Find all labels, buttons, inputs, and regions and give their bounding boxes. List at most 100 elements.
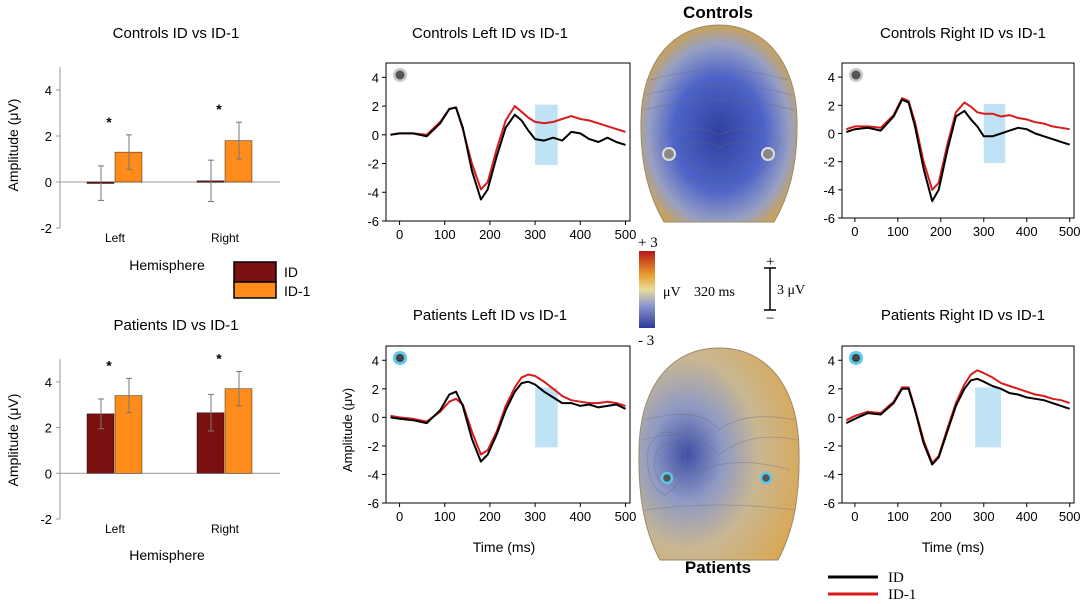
colorbar: + 3 - 3 μV 320 ms xyxy=(638,235,735,349)
x-tick-label: 500 xyxy=(615,227,637,242)
x-tick-label: Right xyxy=(211,522,240,536)
x-axis-label: Hemisphere xyxy=(129,547,205,563)
y-tick-label: 4 xyxy=(372,353,379,368)
electrode-marker-core xyxy=(395,70,405,80)
plot-frame xyxy=(385,62,631,222)
y-tick-label: 2 xyxy=(45,129,52,144)
bar-legend: ID ID-1 xyxy=(233,261,311,299)
head-shape xyxy=(640,24,798,223)
x-tick-label: 300 xyxy=(524,227,546,242)
y-tick-label: 4 xyxy=(828,70,835,85)
series-line-id-1 xyxy=(845,97,1070,191)
plot-frame xyxy=(841,62,1075,219)
x-axis-label: Time (ms) xyxy=(922,539,984,555)
electrode-marker-core xyxy=(396,354,404,362)
significance-marker: * xyxy=(216,101,222,117)
scale-plus-label: + xyxy=(766,254,774,270)
x-tick-label: 400 xyxy=(1016,509,1038,524)
x-axis-label: Time (ms) xyxy=(473,539,535,555)
y-tick-label: -2 xyxy=(823,155,835,170)
colorbar-min-label: - 3 xyxy=(638,333,654,349)
patients-right-erp-chart: Patients Right ID vs ID-1 -6 -4 -2 0 2 4 0 100 2… xyxy=(823,307,1080,555)
legend-label-id1: ID-1 xyxy=(888,587,916,603)
y-tick-label: 0 xyxy=(828,126,835,141)
y-tick-label: 4 xyxy=(828,353,835,368)
x-tick-label: 200 xyxy=(479,227,501,242)
colorbar-gradient xyxy=(639,251,655,328)
chart-title: Controls Left ID vs ID-1 xyxy=(412,25,568,42)
contour-lines xyxy=(641,414,798,511)
y-tick-label: 4 xyxy=(45,375,52,390)
y-tick-label: -4 xyxy=(823,183,835,198)
amplitude-scale-bar: + − 3 μV xyxy=(764,254,805,327)
x-tick-label: 400 xyxy=(569,509,591,524)
controls-left-erp-chart: Controls Left ID vs ID-1 -6 -4 -2 0 2 4 0 100 20… xyxy=(367,25,636,242)
x-tick-label: 500 xyxy=(1059,509,1081,524)
x-tick-label: Left xyxy=(105,231,126,245)
patients-topomap: Patients xyxy=(638,347,800,577)
controls-right-erp-chart: Controls Right ID vs ID-1 -6 -4 -2 0 2 4 0 100 2… xyxy=(823,25,1080,239)
series-line-id-1 xyxy=(390,105,626,191)
series-line-id xyxy=(390,380,626,463)
electrode-right-icon xyxy=(761,147,775,161)
controls-topomap: Controls xyxy=(640,3,798,223)
x-tick-label: 200 xyxy=(479,509,501,524)
x-tick-label: 0 xyxy=(851,509,858,524)
analysis-window xyxy=(975,387,1001,448)
x-tick-label: 300 xyxy=(524,509,546,524)
significance-marker: * xyxy=(216,351,222,367)
y-tick-label: 2 xyxy=(372,99,379,114)
y-tick-label: 2 xyxy=(828,98,835,113)
chart-title: Patients ID vs ID-1 xyxy=(113,317,238,334)
y-tick-label: -2 xyxy=(823,439,835,454)
y-tick-label: -4 xyxy=(367,185,379,200)
series-line-id-1 xyxy=(390,373,626,456)
x-tick-label: 100 xyxy=(887,224,909,239)
y-tick-label: -4 xyxy=(823,467,835,482)
time-label: 320 ms xyxy=(694,285,735,300)
contour-lines xyxy=(643,69,795,186)
colorbar-max-label: + 3 xyxy=(638,235,658,251)
chart-title: Controls ID vs ID-1 xyxy=(113,25,240,42)
legend-swatch-id1 xyxy=(233,281,277,299)
series-line-id xyxy=(845,98,1071,203)
y-tick-label: 4 xyxy=(45,83,52,98)
y-tick-label: 0 xyxy=(372,410,379,425)
legend-label-id1: ID-1 xyxy=(284,283,311,299)
y-tick-label: 2 xyxy=(828,382,835,397)
y-tick-label: -2 xyxy=(367,439,379,454)
x-tick-label: 0 xyxy=(396,227,403,242)
series-line-id xyxy=(845,377,1071,466)
y-tick-label: 0 xyxy=(372,128,379,143)
topomap-title: Controls xyxy=(683,3,753,22)
chart-title: Patients Left ID vs ID-1 xyxy=(413,307,567,324)
electrode-left-icon xyxy=(660,471,674,485)
y-tick-label: -2 xyxy=(40,221,52,236)
significance-marker: * xyxy=(106,114,112,130)
x-tick-label: 400 xyxy=(1016,224,1038,239)
y-tick-label: 0 xyxy=(45,466,52,481)
legend-label-id: ID xyxy=(284,264,298,280)
x-tick-label: Right xyxy=(211,231,240,245)
x-tick-label: 0 xyxy=(851,224,858,239)
plot-frame xyxy=(841,345,1075,504)
head-shape xyxy=(638,347,800,561)
y-tick-label: 4 xyxy=(372,70,379,85)
y-tick-label: 2 xyxy=(45,421,52,436)
significance-marker: * xyxy=(106,357,112,373)
y-tick-label: -6 xyxy=(367,496,379,511)
x-tick-label: 500 xyxy=(615,509,637,524)
electrode-marker-core xyxy=(851,70,861,80)
chart-title: Controls Right ID vs ID-1 xyxy=(880,25,1046,42)
line-legend: ID ID-1 xyxy=(828,570,916,603)
x-tick-label: 200 xyxy=(930,224,952,239)
patients-bar-chart: Patients ID vs ID-1 -2 0 2 4 * Left * Right Amp… xyxy=(5,317,280,563)
controls-bar-chart: Controls ID vs ID-1 -2 0 2 4 * Left * Right Amp… xyxy=(5,25,280,273)
series-line-id-1 xyxy=(845,369,1071,464)
y-axis-label: Amplitude (μv) xyxy=(340,388,355,472)
plot-frame xyxy=(385,345,631,504)
legend-label-id: ID xyxy=(888,570,904,586)
analysis-window xyxy=(535,387,558,448)
x-tick-label: Left xyxy=(105,522,126,536)
